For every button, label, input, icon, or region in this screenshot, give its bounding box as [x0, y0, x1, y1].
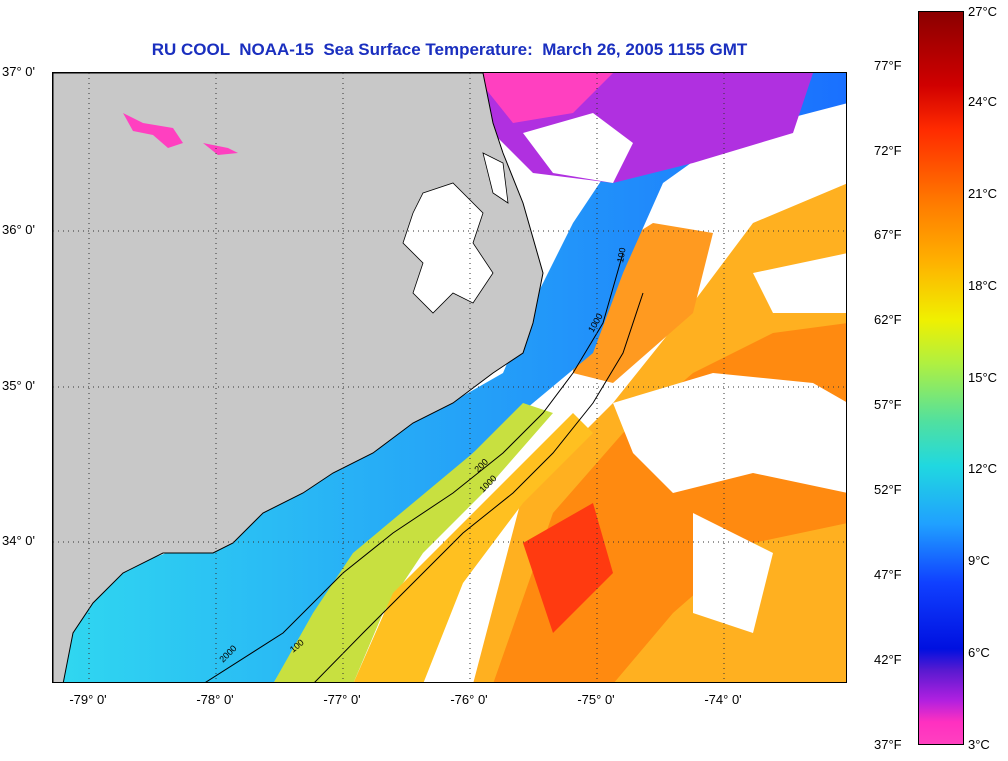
fahrenheit-label: 37°F: [874, 737, 902, 752]
cloud-patch: [613, 373, 846, 493]
celsius-label: 27°C: [968, 4, 998, 19]
longitude-label: -76° 0': [450, 692, 488, 707]
fahrenheit-label: 62°F: [874, 312, 902, 327]
temperature-colorbar: [918, 11, 964, 745]
fahrenheit-label: 42°F: [874, 652, 902, 667]
longitude-label: -78° 0': [196, 692, 234, 707]
cloud-patch: [693, 513, 773, 633]
pamlico-sound: [402, 182, 494, 314]
fahrenheit-label: 77°F: [874, 58, 902, 73]
cloud-patch: [753, 253, 846, 313]
celsius-label: 18°C: [968, 278, 998, 293]
isobath-contour: [314, 292, 644, 682]
latitude-label: 36° 0': [2, 222, 35, 237]
celsius-label: 24°C: [968, 94, 998, 109]
longitude-label: -79° 0': [69, 692, 107, 707]
sst-map-svg: 100 1000 200 100 1000 2000: [53, 73, 846, 682]
coldest-water-north: [473, 73, 613, 123]
grid-lines: [53, 73, 846, 682]
longitude-label: -74° 0': [704, 692, 742, 707]
shelf-water: [53, 73, 846, 682]
longitude-label: -77° 0': [323, 692, 361, 707]
hot-core-patch: [523, 503, 613, 633]
sst-map: 100 1000 200 100 1000 2000: [52, 72, 847, 683]
longitude-label: -75° 0': [577, 692, 615, 707]
isobath-label: 100: [615, 247, 627, 264]
map-title: RU COOL NOAA-15 Sea Surface Temperature:…: [151, 40, 748, 59]
fahrenheit-label: 72°F: [874, 143, 902, 158]
cold-inland-water: [123, 113, 183, 148]
shelf-break-band: [353, 413, 593, 682]
fahrenheit-label: 47°F: [874, 567, 902, 582]
fahrenheit-label: 67°F: [874, 227, 902, 242]
cold-inland-water: [203, 143, 238, 155]
fahrenheit-label: 57°F: [874, 397, 902, 412]
latitude-label: 37° 0': [2, 64, 35, 79]
latitude-label: 35° 0': [2, 378, 35, 393]
celsius-label: 15°C: [968, 370, 998, 385]
albemarle-sound: [482, 152, 509, 204]
cloud-patch: [523, 113, 633, 183]
celsius-label: 6°C: [968, 645, 990, 660]
celsius-label: 12°C: [968, 461, 998, 476]
isobath-contour: [205, 252, 624, 682]
celsius-label: 9°C: [968, 553, 990, 568]
celsius-label: 21°C: [968, 186, 998, 201]
celsius-label: 3°C: [968, 737, 990, 752]
fahrenheit-label: 52°F: [874, 482, 902, 497]
latitude-label: 34° 0': [2, 533, 35, 548]
